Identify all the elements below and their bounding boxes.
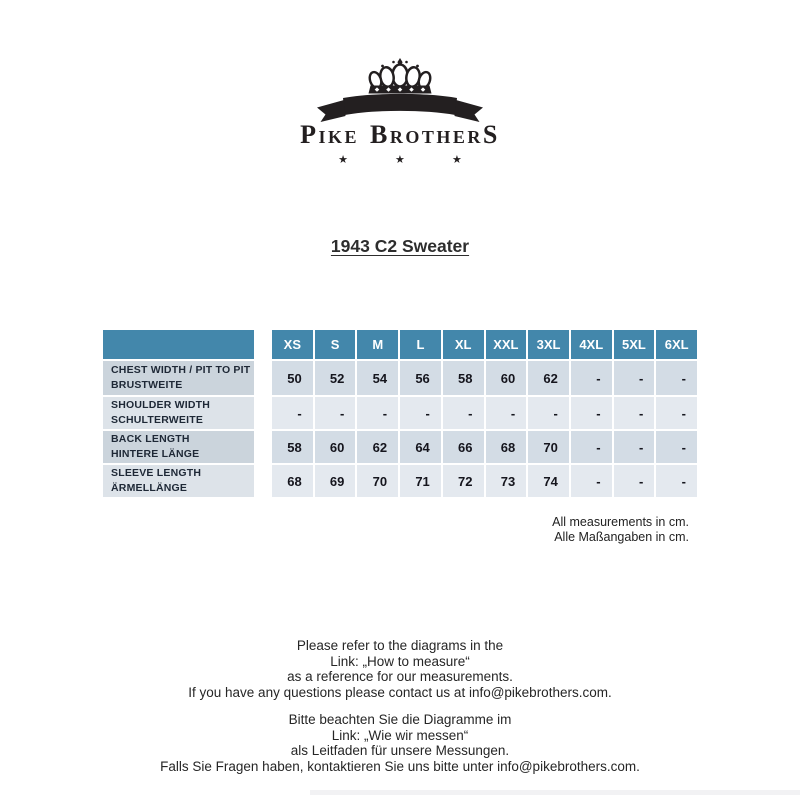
size-value-cell: - — [613, 465, 655, 497]
column-gap — [256, 397, 270, 429]
units-note: All measurements in cm. Alle Maßangaben … — [552, 515, 689, 545]
column-gap — [256, 431, 270, 463]
brand-letters: ROTHER — [389, 127, 483, 147]
size-column-header-xl: XL — [442, 330, 484, 359]
size-value-cell: - — [570, 397, 612, 429]
brand-letter: B — [370, 120, 390, 149]
footer-english: Please refer to the diagrams in the Link… — [0, 638, 800, 700]
size-value-cell: - — [613, 361, 655, 395]
column-gap — [256, 361, 270, 395]
size-value-cell: - — [485, 397, 527, 429]
column-gap — [256, 465, 270, 497]
footer-en-line-3: as a reference for our measurements. — [287, 669, 513, 684]
size-value-cell: - — [613, 431, 655, 463]
row-label-en: CHEST WIDTH / PIT TO PIT — [111, 364, 251, 377]
row-label-en: BACK LENGTH — [111, 433, 190, 446]
size-value-cell: 69 — [314, 465, 356, 497]
brand-letter: S — [482, 120, 500, 149]
size-value-cell: 58 — [272, 431, 313, 463]
size-column-header-6xl: 6XL — [656, 330, 697, 359]
row-label-de: ÄRMELLÄNGE — [111, 482, 188, 494]
size-value-cell: - — [656, 431, 697, 463]
size-value-cell: 60 — [485, 361, 527, 395]
row-label-shoulder-width: SHOULDER WIDTH SCHULTERWEITE — [103, 397, 254, 429]
row-label-back-length: BACK LENGTH HINTERE LÄNGE — [103, 431, 254, 463]
size-value-cell: - — [314, 397, 356, 429]
size-value-cell: 68 — [272, 465, 313, 497]
row-label-en: SHOULDER WIDTH — [111, 399, 211, 412]
size-column-header-s: S — [314, 330, 356, 359]
brand-logo: PIKE BROTHERS ★ ★ ★ — [0, 58, 800, 166]
size-chart-table: XS S M L XL XXL 3XL 4XL 5XL 6XL CHEST WI… — [103, 330, 697, 497]
footer-en-line-2: Link: „How to measure“ — [330, 653, 470, 669]
size-value-cell: 54 — [357, 361, 399, 395]
size-value-cell: 62 — [528, 361, 569, 395]
page-title-text: 1943 C2 Sweater — [330, 236, 470, 256]
units-note-en: All measurements in cm. — [552, 515, 689, 529]
row-label-de: SCHULTERWEITE — [111, 414, 204, 426]
size-value-cell: 72 — [442, 465, 484, 497]
size-value-cell: 71 — [400, 465, 441, 497]
size-value-cell: 58 — [442, 361, 484, 395]
size-column-header-l: L — [400, 330, 441, 359]
footer-de-line-3: als Leitfaden für unsere Messungen. — [290, 743, 510, 758]
size-value-cell: - — [656, 465, 697, 497]
brand-letters: IKE — [318, 127, 360, 147]
three-stars-decoration: ★ ★ ★ — [338, 154, 484, 166]
size-value-cell: 70 — [357, 465, 399, 497]
size-value-cell: - — [272, 397, 313, 429]
size-value-cell: 73 — [485, 465, 527, 497]
row-label-de: BRUSTWEITE — [111, 379, 183, 391]
column-gap — [256, 330, 270, 359]
size-value-cell: - — [656, 361, 697, 395]
size-column-header-5xl: 5XL — [613, 330, 655, 359]
page-edge-artifact — [310, 790, 800, 795]
size-value-cell: 50 — [272, 361, 313, 395]
size-value-cell: 56 — [400, 361, 441, 395]
crown-icon — [368, 58, 432, 94]
size-value-cell: 70 — [528, 431, 569, 463]
row-label-chest-width: CHEST WIDTH / PIT TO PIT BRUSTWEITE — [103, 361, 254, 395]
size-value-cell: 52 — [314, 361, 356, 395]
size-value-cell: 74 — [528, 465, 569, 497]
row-label-de: HINTERE LÄNGE — [111, 448, 200, 460]
table-corner-cell — [103, 330, 254, 359]
size-value-cell: 66 — [442, 431, 484, 463]
footer-en-line-1: Please refer to the diagrams in the — [296, 638, 504, 653]
size-value-cell: - — [442, 397, 484, 429]
size-column-header-3xl: 3XL — [528, 330, 569, 359]
footer-de-line-2: Link: „Wie wir messen“ — [331, 727, 469, 743]
pike-brothers-logo-icon — [317, 58, 483, 122]
ribbon-banner-icon — [317, 93, 483, 122]
size-column-header-4xl: 4XL — [570, 330, 612, 359]
size-column-header-xs: XS — [272, 330, 313, 359]
size-value-cell: - — [570, 431, 612, 463]
size-value-cell: - — [570, 465, 612, 497]
row-label-en: SLEEVE LENGTH — [111, 467, 202, 480]
footer-german: Bitte beachten Sie die Diagramme im Link… — [0, 712, 800, 774]
brand-wordmark: PIKE BROTHERS — [0, 120, 800, 150]
size-value-cell: 60 — [314, 431, 356, 463]
size-value-cell: - — [528, 397, 569, 429]
footer-de-line-1: Bitte beachten Sie die Diagramme im — [288, 712, 512, 727]
size-column-header-m: M — [357, 330, 399, 359]
size-value-cell: - — [656, 397, 697, 429]
footer-en-line-4: If you have any questions please contact… — [188, 684, 612, 700]
size-value-cell: 62 — [357, 431, 399, 463]
footer-de-line-4: Falls Sie Fragen haben, kontaktieren Sie… — [160, 758, 640, 774]
size-column-header-xxl: XXL — [485, 330, 527, 359]
size-value-cell: - — [357, 397, 399, 429]
size-value-cell: - — [613, 397, 655, 429]
row-label-sleeve-length: SLEEVE LENGTH ÄRMELLÄNGE — [103, 465, 254, 497]
brand-letter: P — [300, 120, 319, 149]
size-value-cell: - — [400, 397, 441, 429]
page-title: 1943 C2 Sweater — [0, 236, 800, 257]
units-note-de: Alle Maßangaben in cm. — [554, 530, 689, 544]
size-value-cell: 68 — [485, 431, 527, 463]
size-value-cell: - — [570, 361, 612, 395]
size-value-cell: 64 — [400, 431, 441, 463]
